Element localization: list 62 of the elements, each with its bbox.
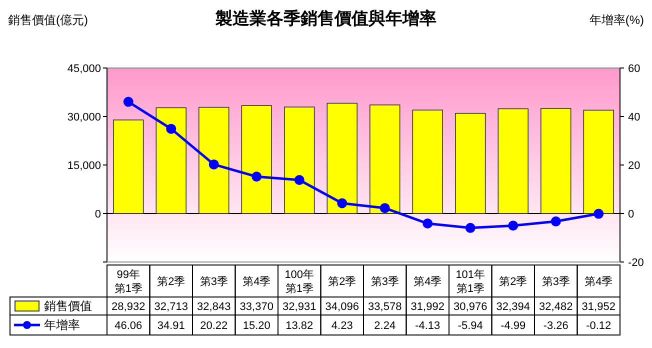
data-label: -5.94	[458, 320, 483, 332]
y2-tick-label: 20	[628, 160, 640, 172]
data-label: 34,096	[325, 301, 359, 313]
bar	[113, 120, 144, 214]
y2-tick-label: 0	[628, 208, 634, 220]
y2-axis-title: 年增率(%)	[589, 13, 644, 27]
y2-tick-label: 60	[628, 63, 640, 75]
x-tick-label: 100年第1季	[284, 269, 314, 295]
legend-label: 年增率	[44, 318, 80, 332]
data-label: 30,976	[454, 301, 488, 313]
bar	[412, 110, 443, 214]
x-tick-label: 第2季	[157, 275, 186, 288]
y-tick-label: 15,000	[67, 160, 101, 172]
bar	[156, 107, 186, 214]
chart-title: 製造業各季銷售價值與年增率	[214, 9, 436, 29]
bar	[370, 104, 400, 214]
bar	[498, 108, 528, 214]
x-tick-label: 第3季	[542, 275, 570, 288]
data-label: 34.91	[157, 320, 185, 332]
y2-tick-label: -20	[628, 257, 644, 269]
y2-tick-label: 40	[628, 112, 640, 124]
data-label: 32,482	[539, 301, 573, 313]
bar	[540, 108, 572, 214]
bar	[241, 105, 272, 214]
data-label: 32,394	[496, 301, 530, 313]
bar	[583, 110, 614, 214]
y-tick-label: 30,000	[67, 112, 101, 124]
data-label: 13.82	[286, 320, 314, 332]
data-label: 20.22	[200, 320, 228, 332]
data-label: 28,932	[112, 301, 146, 313]
data-label: -3.26	[543, 320, 568, 332]
bar	[198, 106, 230, 214]
x-tick-label: 第2季	[328, 275, 356, 288]
data-label: 32,713	[154, 301, 188, 313]
x-tick-label: 第2季	[499, 275, 528, 288]
bar	[284, 106, 315, 214]
x-tick-label: 99年第1季	[114, 269, 142, 295]
data-label: 32,843	[197, 301, 231, 313]
bar	[326, 102, 358, 214]
data-label: 31,952	[582, 301, 616, 313]
x-tick-label: 第3季	[370, 275, 399, 288]
y-axis-title: 銷售價值(億元)	[8, 13, 88, 27]
x-tick-label: 第4季	[584, 275, 613, 288]
x-tick-label: 第3季	[200, 275, 228, 288]
data-label: 15.20	[242, 320, 270, 332]
data-label: -4.99	[500, 320, 526, 332]
data-label: -0.12	[586, 320, 612, 332]
bar	[455, 112, 486, 214]
x-tick-label: 第4季	[242, 275, 271, 288]
data-label: 33,370	[240, 301, 274, 313]
x-tick-label: 101年第1季	[456, 269, 486, 295]
data-label: 32,931	[282, 301, 316, 313]
data-label: 4.23	[331, 320, 353, 332]
y-tick-label: 0	[94, 208, 101, 220]
data-label: 33,578	[368, 301, 402, 313]
data-label: -4.13	[415, 320, 440, 332]
x-tick-label: 第4季	[414, 275, 442, 288]
data-label: 31,992	[410, 301, 444, 313]
data-label: 46.06	[114, 320, 142, 332]
y-tick-label: 45,000	[67, 63, 101, 75]
legend-label: 銷售價值	[44, 299, 92, 313]
data-label: 2.24	[374, 320, 396, 332]
